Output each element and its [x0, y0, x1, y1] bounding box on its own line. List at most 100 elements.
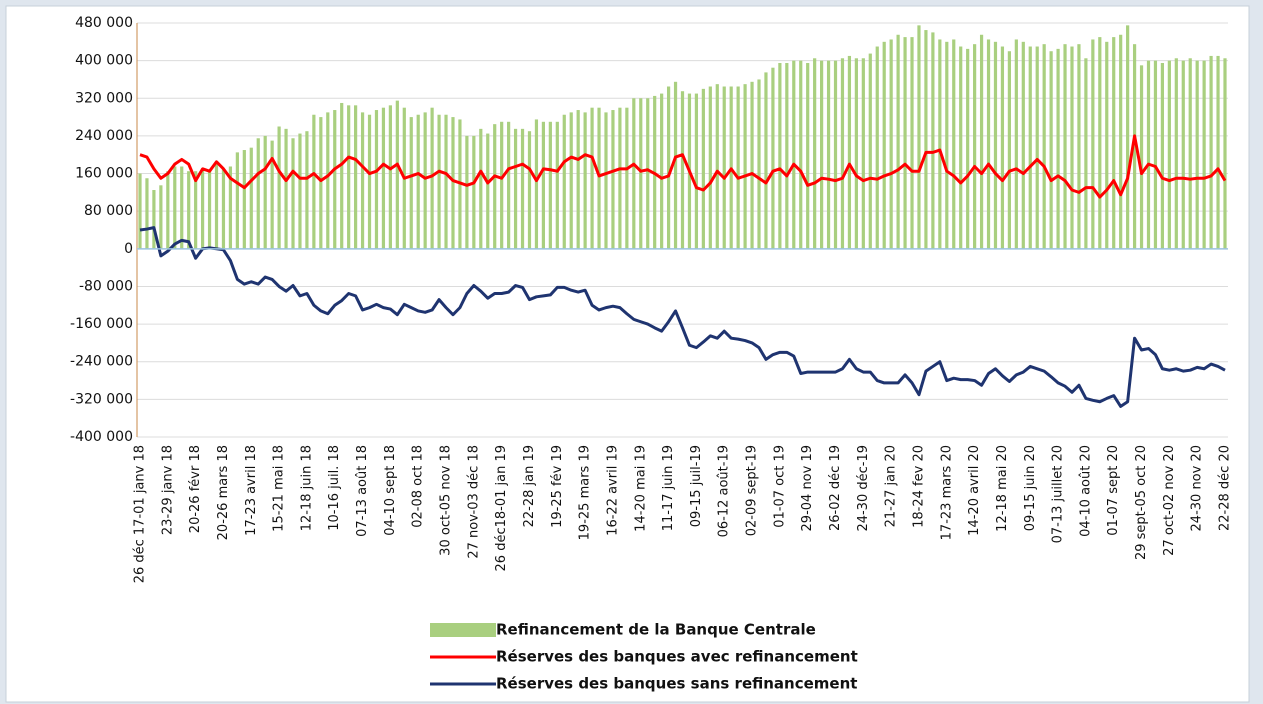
line	[139, 134, 1227, 199]
x-tick-label: 14-20 avril 20	[967, 445, 982, 536]
bar	[1007, 51, 1011, 249]
y-tick-label: 160 000	[75, 166, 133, 182]
bar	[159, 185, 163, 249]
bar	[228, 166, 233, 249]
bar	[673, 81, 678, 249]
bar	[597, 107, 601, 249]
x-tick-label: 15-21 mai 18	[272, 445, 287, 532]
bar	[395, 100, 399, 249]
bar	[340, 102, 344, 249]
x-tick-label: 07-13 juillet 20	[1051, 445, 1066, 543]
x-tick-label: 02-09 sept-19	[745, 445, 760, 536]
bar	[1209, 55, 1213, 249]
bar	[646, 98, 650, 249]
x-tick-label: 21-27 jan 20	[884, 445, 899, 527]
bar	[1202, 60, 1206, 249]
bars	[138, 25, 1227, 249]
bar	[1098, 37, 1102, 249]
bar	[1181, 60, 1185, 249]
x-tick-label: 01-07 oct 19	[772, 445, 787, 528]
bar	[771, 67, 775, 249]
bar	[778, 62, 782, 249]
x-tick-label: 30 oct-05 nov 18	[439, 445, 454, 556]
bar	[166, 171, 170, 249]
bar	[500, 121, 504, 249]
bar	[861, 58, 865, 249]
bar	[479, 128, 483, 249]
bar	[694, 93, 699, 249]
bar	[924, 30, 928, 249]
bar	[854, 58, 858, 249]
bar	[1223, 58, 1227, 249]
bar	[722, 86, 726, 249]
bar	[305, 131, 309, 249]
x-tick-label: 18-24 fev 20	[911, 445, 926, 528]
bar	[249, 147, 253, 249]
bar	[1049, 51, 1053, 249]
bar	[270, 140, 274, 249]
x-tick-label: 27 oct-02 nov 20	[1162, 445, 1177, 556]
bar	[1153, 60, 1158, 249]
x-tick-label: 14-20 mai 19	[633, 445, 648, 532]
bar	[1035, 46, 1039, 249]
y-tick-label: 320 000	[75, 90, 133, 106]
bar	[1042, 44, 1046, 249]
bar	[743, 84, 747, 249]
bar	[1000, 46, 1005, 249]
bar	[527, 131, 532, 249]
bar	[360, 112, 365, 249]
bar	[444, 114, 448, 249]
x-tick-label: 09-15 juin 20	[1023, 445, 1038, 531]
bar	[1084, 58, 1088, 249]
bar	[660, 93, 664, 249]
bar	[493, 124, 497, 249]
line	[139, 226, 1226, 408]
bar	[1077, 44, 1081, 249]
bar	[180, 166, 184, 249]
bar	[799, 60, 803, 249]
bar	[214, 161, 219, 249]
bar	[569, 112, 573, 249]
y-tick-label: 240 000	[75, 128, 133, 144]
bar	[513, 128, 518, 249]
bar	[1063, 44, 1067, 249]
bar	[750, 81, 754, 249]
bar	[416, 114, 420, 249]
bar	[472, 135, 476, 249]
bar	[938, 39, 942, 249]
y-tick-label: -240 000	[70, 354, 133, 370]
bar	[903, 37, 907, 249]
bar	[1056, 48, 1060, 249]
bar	[785, 62, 789, 249]
bar	[1091, 39, 1095, 249]
bar	[840, 58, 845, 249]
lines	[137, 134, 1228, 408]
bar	[1195, 60, 1199, 249]
bar	[618, 107, 622, 249]
bar	[736, 86, 740, 249]
x-tick-label: 29 sept-05 oct 20	[1134, 445, 1149, 560]
x-tick-label: 24-30 déc-19	[856, 445, 871, 532]
x-tick-label: 12-18 mai 20	[995, 445, 1010, 532]
bar	[291, 138, 295, 249]
bar	[1216, 55, 1220, 249]
bar	[430, 107, 434, 249]
y-tick-label: 0	[124, 241, 133, 257]
bar	[256, 138, 260, 249]
bar	[966, 48, 970, 249]
x-tick-label: 09-15 juil-19	[689, 445, 704, 527]
x-tick-label: 01-07 sept 20	[1106, 445, 1121, 536]
bar	[200, 168, 205, 249]
bar	[813, 58, 817, 249]
x-tick-label: 10-16 juil. 18	[327, 445, 342, 531]
bar	[757, 79, 761, 249]
bar	[145, 178, 149, 249]
bar	[701, 88, 705, 249]
bar	[277, 126, 281, 249]
bar	[1014, 39, 1018, 249]
bar	[1070, 46, 1074, 249]
x-tick-label: 29-04 nov 19	[800, 445, 815, 531]
y-tick-label: -400 000	[70, 429, 133, 445]
bar	[486, 133, 490, 249]
x-tick-label: 26-02 déc 19	[828, 445, 843, 531]
